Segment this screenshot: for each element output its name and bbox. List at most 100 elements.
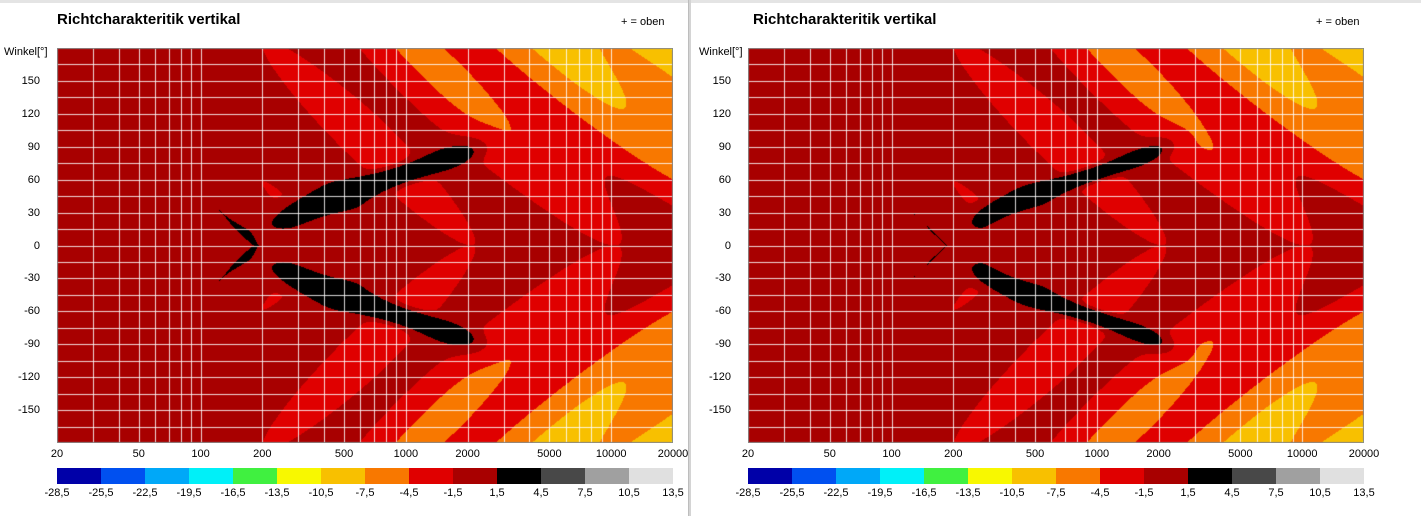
colorbar-label: -1,5 — [443, 487, 463, 499]
y-tick-label: 150 — [712, 74, 731, 87]
y-tick-label: -60 — [24, 305, 40, 318]
right-chart-panel: Richtcharakteritik vertikal + = oben Win… — [691, 0, 1421, 516]
y-tick-label: 30 — [27, 206, 40, 219]
colorbar-swatch — [277, 468, 321, 484]
x-tick-label: 20000 — [657, 448, 688, 460]
colorbar-label: -22,5 — [132, 487, 158, 499]
colorbar-swatch — [1276, 468, 1320, 484]
x-tick-label: 500 — [334, 448, 354, 460]
colorbar-label: -7,5 — [355, 487, 375, 499]
colorbar-label: -13,5 — [264, 487, 290, 499]
panel-divider[interactable] — [688, 0, 692, 516]
heatmap-plot — [748, 48, 1364, 443]
colorbar-swatch — [1144, 468, 1188, 484]
colorbar-label: -19,5 — [176, 487, 202, 499]
colorbar-label: -16,5 — [220, 487, 246, 499]
colorbar-label: -25,5 — [779, 487, 805, 499]
y-tick-label: -90 — [24, 338, 40, 351]
colorbar-swatch — [233, 468, 277, 484]
colorbar-swatch — [409, 468, 453, 484]
colorbar-label: -28,5 — [735, 487, 761, 499]
heatmap-plot — [57, 48, 673, 443]
colorbar-label: 4,5 — [533, 487, 549, 499]
x-tick-label: 50 — [823, 448, 836, 460]
colorbar-swatch — [968, 468, 1012, 484]
x-tick-label: 20 — [741, 448, 755, 460]
colorbar-swatch — [748, 468, 792, 484]
x-tick-label: 50 — [132, 448, 145, 460]
colorbar-label: 13,5 — [1353, 487, 1375, 499]
colorbar-label: -1,5 — [1134, 487, 1154, 499]
colorbar-label: 10,5 — [618, 487, 640, 499]
y-axis-unit-label: Winkel[°] — [4, 46, 48, 58]
y-tick-label: -60 — [715, 305, 731, 318]
colorbar-swatch — [189, 468, 233, 484]
y-tick-label: 60 — [27, 173, 40, 186]
y-tick-label: -30 — [715, 272, 731, 285]
colorbar-swatch — [497, 468, 541, 484]
y-tick-label: 0 — [33, 239, 40, 252]
x-tick-label: 2000 — [455, 448, 480, 460]
colorbar-swatch — [1012, 468, 1056, 484]
x-tick-label: 200 — [253, 448, 272, 460]
colorbar-label: -28,5 — [44, 487, 70, 499]
y-axis-unit-label: Winkel[°] — [699, 46, 743, 58]
y-tick-label: 90 — [27, 140, 40, 153]
colorbar-swatch — [1320, 468, 1364, 484]
colorbar-label: 7,5 — [577, 487, 593, 499]
colorbar-swatch — [321, 468, 365, 484]
colorbar — [57, 468, 673, 484]
y-tick-label: 120 — [21, 107, 40, 120]
colorbar-swatch — [585, 468, 629, 484]
colorbar-swatch — [792, 468, 836, 484]
colorbar-swatch — [924, 468, 968, 484]
x-tick-label: 1000 — [1084, 448, 1110, 460]
y-tick-label: 0 — [724, 239, 731, 252]
colorbar-label: 13,5 — [662, 487, 684, 499]
left-chart-panel: Richtcharakteritik vertikal + = oben Win… — [0, 0, 688, 516]
colorbar-swatch — [145, 468, 189, 484]
colorbar-label: 4,5 — [1224, 487, 1240, 499]
colorbar-swatch — [1056, 468, 1100, 484]
orientation-note: + = oben — [621, 16, 665, 28]
y-tick-label: -120 — [708, 371, 731, 384]
x-tick-label: 20 — [50, 448, 64, 460]
colorbar-label: 1,5 — [489, 487, 505, 499]
colorbar-swatch — [1232, 468, 1276, 484]
orientation-note: + = oben — [1316, 16, 1360, 28]
colorbar-swatch — [453, 468, 497, 484]
x-tick-label: 5000 — [537, 448, 562, 460]
colorbar-label: -13,5 — [955, 487, 981, 499]
y-tick-label: 150 — [21, 74, 40, 87]
x-tick-label: 5000 — [1228, 448, 1253, 460]
colorbar-label: -16,5 — [911, 487, 937, 499]
x-tick-label: 500 — [1025, 448, 1045, 460]
colorbar-label: -4,5 — [1090, 487, 1110, 499]
x-tick-label: 200 — [944, 448, 963, 460]
y-tick-label: 90 — [718, 140, 731, 153]
panel-top-border — [0, 0, 688, 3]
colorbar-label: 1,5 — [1180, 487, 1196, 499]
colorbar-swatch — [365, 468, 409, 484]
x-tick-label: 100 — [191, 448, 210, 460]
colorbar-label: 10,5 — [1309, 487, 1331, 499]
y-tick-label: 120 — [712, 107, 731, 120]
x-tick-label: 20000 — [1348, 448, 1380, 460]
y-tick-label: -150 — [17, 404, 40, 417]
colorbar-label: 7,5 — [1268, 487, 1284, 499]
x-tick-label: 1000 — [393, 448, 419, 460]
colorbar-swatch — [1100, 468, 1144, 484]
chart-title: Richtcharakteritik vertikal — [753, 11, 937, 28]
colorbar-label: -19,5 — [867, 487, 893, 499]
colorbar — [748, 468, 1364, 484]
colorbar-label: -10,5 — [999, 487, 1025, 499]
x-tick-label: 100 — [882, 448, 901, 460]
y-tick-label: -150 — [708, 404, 731, 417]
y-tick-label: -90 — [715, 338, 731, 351]
colorbar-swatch — [880, 468, 924, 484]
x-tick-label: 2000 — [1146, 448, 1171, 460]
y-tick-label: -120 — [17, 371, 40, 384]
colorbar-swatch — [57, 468, 101, 484]
colorbar-label: -4,5 — [399, 487, 419, 499]
chart-title: Richtcharakteritik vertikal — [57, 11, 241, 28]
